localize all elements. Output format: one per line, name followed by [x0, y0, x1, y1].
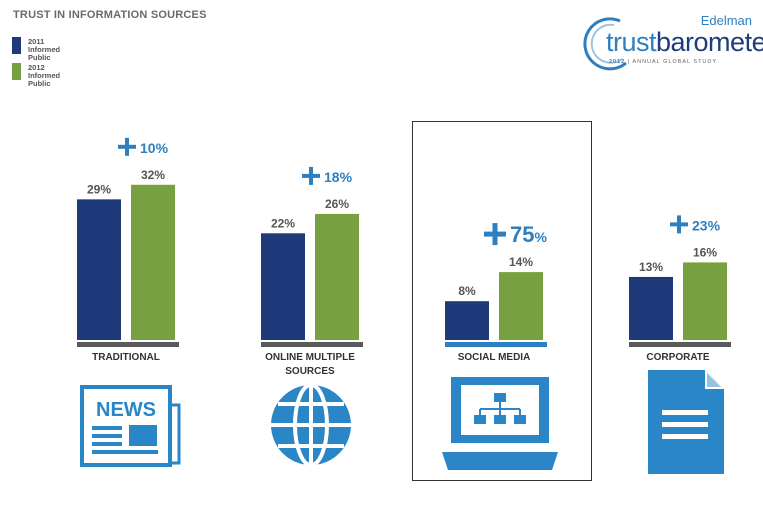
- bar-social-media-2012: [499, 272, 543, 340]
- value-label-online-multiple-sources-2011: 22%: [271, 216, 295, 230]
- document-icon: [648, 370, 724, 474]
- logo-name-light: trust: [606, 27, 657, 57]
- logo-subtitle-text: | ANNUAL GLOBAL STUDY: [627, 59, 718, 65]
- change-label-social-media: 75%: [510, 222, 547, 247]
- plus-icon-vertical-social-media: [492, 223, 498, 246]
- baseline-corporate: [629, 342, 731, 347]
- laptop-network-icon: [442, 377, 558, 470]
- legend-swatch-2011: [12, 37, 21, 54]
- legend-label-2011: 2011 Informed Public: [28, 37, 61, 62]
- bar-online-multiple-sources-2012: [315, 213, 359, 340]
- category-label-traditional: TRADITIONAL: [92, 352, 160, 363]
- category-label-online-multiple-sources-line2: SOURCES: [285, 366, 335, 377]
- bar-online-multiple-sources-2011: [261, 233, 305, 340]
- change-label-corporate: 23%: [692, 217, 721, 233]
- edelman-trustbarometer-logo: Edelman trustbarometer 2012 | ANNUAL GLO…: [578, 13, 763, 73]
- bar-corporate-2012: [683, 262, 727, 340]
- bar-traditional-2011: [77, 199, 121, 340]
- category-label-corporate: CORPORATE: [646, 352, 709, 363]
- baseline-online-multiple-sources: [261, 342, 363, 347]
- bar-traditional-2012: [131, 184, 175, 340]
- value-label-corporate-2012: 16%: [693, 245, 717, 259]
- change-label-online-multiple-sources: 18%: [324, 169, 353, 185]
- logo-name: trustbarometer: [606, 27, 763, 58]
- value-label-social-media-2012: 14%: [509, 255, 533, 269]
- logo-subtitle: 2012 | ANNUAL GLOBAL STUDY: [609, 59, 717, 65]
- legend-label-2012: 2012 Informed Public: [28, 63, 61, 88]
- logo-name-bold: barometer: [656, 27, 763, 57]
- value-label-traditional-2012: 32%: [141, 168, 165, 182]
- logo-arc-icon: [583, 17, 627, 71]
- svg-text:NEWS: NEWS: [96, 399, 156, 421]
- logo-brand: Edelman: [700, 13, 752, 28]
- chart-title: TRUST IN INFORMATION SOURCES: [13, 9, 207, 21]
- globe-icon: [271, 383, 351, 467]
- category-label-social-media: SOCIAL MEDIA: [458, 352, 531, 363]
- value-label-social-media-2011: 8%: [458, 284, 476, 298]
- plus-icon-vertical-corporate: [677, 215, 681, 234]
- plus-icon-vertical-traditional: [125, 137, 129, 156]
- bar-social-media-2011: [445, 301, 489, 340]
- baseline-traditional: [77, 342, 179, 347]
- logo-year: 2012: [609, 59, 626, 65]
- legend-swatch-2012: [12, 63, 21, 80]
- value-label-traditional-2011: 29%: [87, 182, 111, 196]
- value-label-online-multiple-sources-2012: 26%: [325, 197, 349, 211]
- category-label-online-multiple-sources-line1: ONLINE MULTIPLE: [265, 352, 355, 363]
- plus-icon-vertical-online-multiple-sources: [309, 166, 313, 185]
- change-label-traditional: 10%: [140, 140, 169, 156]
- news-icon: NEWS: [80, 385, 181, 467]
- bar-corporate-2011: [629, 276, 673, 340]
- social-media-highlight-box: [412, 121, 592, 481]
- baseline-social-media: [445, 342, 547, 347]
- value-label-corporate-2011: 13%: [639, 260, 663, 274]
